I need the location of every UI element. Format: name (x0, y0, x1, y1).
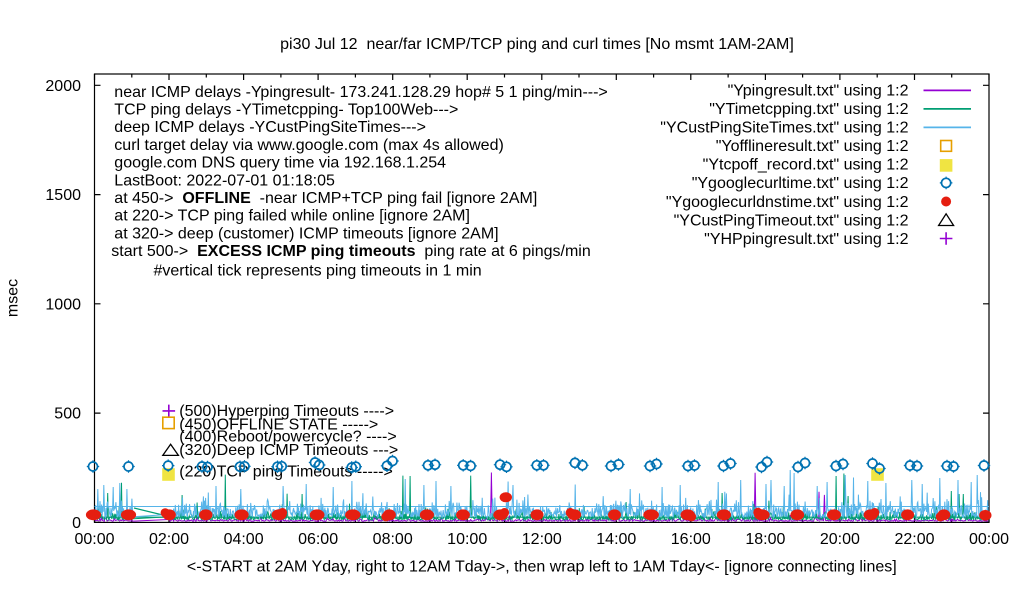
svg-text:at 220-> TCP ping failed while: at 220-> TCP ping failed while online [i… (114, 208, 470, 225)
svg-text:2000: 2000 (45, 78, 81, 95)
svg-text:22:00: 22:00 (894, 531, 934, 548)
svg-text:msec: msec (4, 279, 21, 317)
svg-text:curl target delay via www.goog: curl target delay via www.google.com (ma… (114, 137, 504, 154)
svg-text:"YCustPingTimeout.txt" using 1: "YCustPingTimeout.txt" using 1:2 (674, 212, 909, 229)
svg-text:TCP ping delays -YTimetcpping-: TCP ping delays -YTimetcpping- Top100Web… (114, 102, 458, 119)
svg-text:"YHPpingresult.txt" using 1:2: "YHPpingresult.txt" using 1:2 (704, 231, 908, 248)
svg-text:"YCustPingSiteTimes.txt" using: "YCustPingSiteTimes.txt" using 1:2 (660, 120, 908, 137)
svg-text:"Ygooglecurldnstime.txt" using: "Ygooglecurldnstime.txt" using 1:2 (666, 194, 909, 211)
svg-text:"Ytcpoff_record.txt" using 1:2: "Ytcpoff_record.txt" using 1:2 (703, 157, 909, 174)
svg-text:pi30 Jul 12 near/far ICMP/TCP: pi30 Jul 12 near/far ICMP/TCP ping and c… (280, 36, 794, 53)
svg-text:1500: 1500 (45, 187, 81, 204)
svg-text:"Ypingresult.txt" using 1:2: "Ypingresult.txt" using 1:2 (728, 83, 909, 100)
svg-text:"Ygooglecurltime.txt" using 1:: "Ygooglecurltime.txt" using 1:2 (692, 175, 909, 192)
svg-text:near ICMP delays -Ypingresult-: near ICMP delays -Ypingresult- 173.241.1… (114, 84, 607, 101)
svg-text:00:00: 00:00 (969, 531, 1009, 548)
svg-text:LastBoot: 2022-07-01 01:18:05: LastBoot: 2022-07-01 01:18:05 (114, 172, 335, 189)
svg-text:(500)Hyperping Timeouts ---->: (500)Hyperping Timeouts ----> (179, 403, 394, 420)
svg-text:12:00: 12:00 (522, 531, 562, 548)
svg-text:(450)OFFLINE STATE ----->: (450)OFFLINE STATE -----> (179, 416, 378, 433)
svg-text:"YTimetcpping.txt" using 1:2: "YTimetcpping.txt" using 1:2 (709, 101, 908, 118)
svg-text:(400)Reboot/powercycle? ---->: (400)Reboot/powercycle? ----> (179, 429, 396, 446)
svg-text:500: 500 (54, 406, 81, 423)
svg-text:at 320-> deep (customer) ICMP: at 320-> deep (customer) ICMP timeouts [… (114, 225, 498, 242)
svg-text:16:00: 16:00 (671, 531, 711, 548)
svg-text:(220)TCP ping Timeouts ----->: (220)TCP ping Timeouts -----> (179, 464, 393, 481)
svg-text:1000: 1000 (45, 296, 81, 313)
svg-text:0: 0 (72, 515, 81, 532)
svg-text:18:00: 18:00 (745, 531, 785, 548)
svg-text:04:00: 04:00 (224, 531, 264, 548)
svg-text:02:00: 02:00 (149, 531, 189, 548)
svg-text:start 500-> EXCESS ICMP ping: start 500-> EXCESS ICMP ping timeouts pi… (111, 243, 590, 260)
svg-text:08:00: 08:00 (373, 531, 413, 548)
svg-text:10:00: 10:00 (447, 531, 487, 548)
svg-text:at 450-> OFFLINE -near ICMP+: at 450-> OFFLINE -near ICMP+TCP ping fai… (114, 190, 537, 207)
svg-text:06:00: 06:00 (298, 531, 338, 548)
svg-text:#vertical tick represents ping: #vertical tick represents ping timeouts … (154, 263, 482, 280)
svg-text:20:00: 20:00 (820, 531, 860, 548)
svg-text:00:00: 00:00 (74, 531, 114, 548)
svg-text:google.com DNS query time via: google.com DNS query time via 192.168.1.… (114, 155, 446, 172)
svg-text:"Yofflineresult.txt" using 1:2: "Yofflineresult.txt" using 1:2 (716, 138, 909, 155)
svg-text:(320)Deep ICMP Timeouts --->: (320)Deep ICMP Timeouts ---> (179, 442, 398, 459)
svg-text:<-START at 2AM Yday, right to: <-START at 2AM Yday, right to 12AM Tday-… (187, 559, 897, 576)
svg-text:deep ICMP delays -YCustPingSit: deep ICMP delays -YCustPingSiteTimes---> (114, 119, 426, 136)
svg-text:14:00: 14:00 (596, 531, 636, 548)
